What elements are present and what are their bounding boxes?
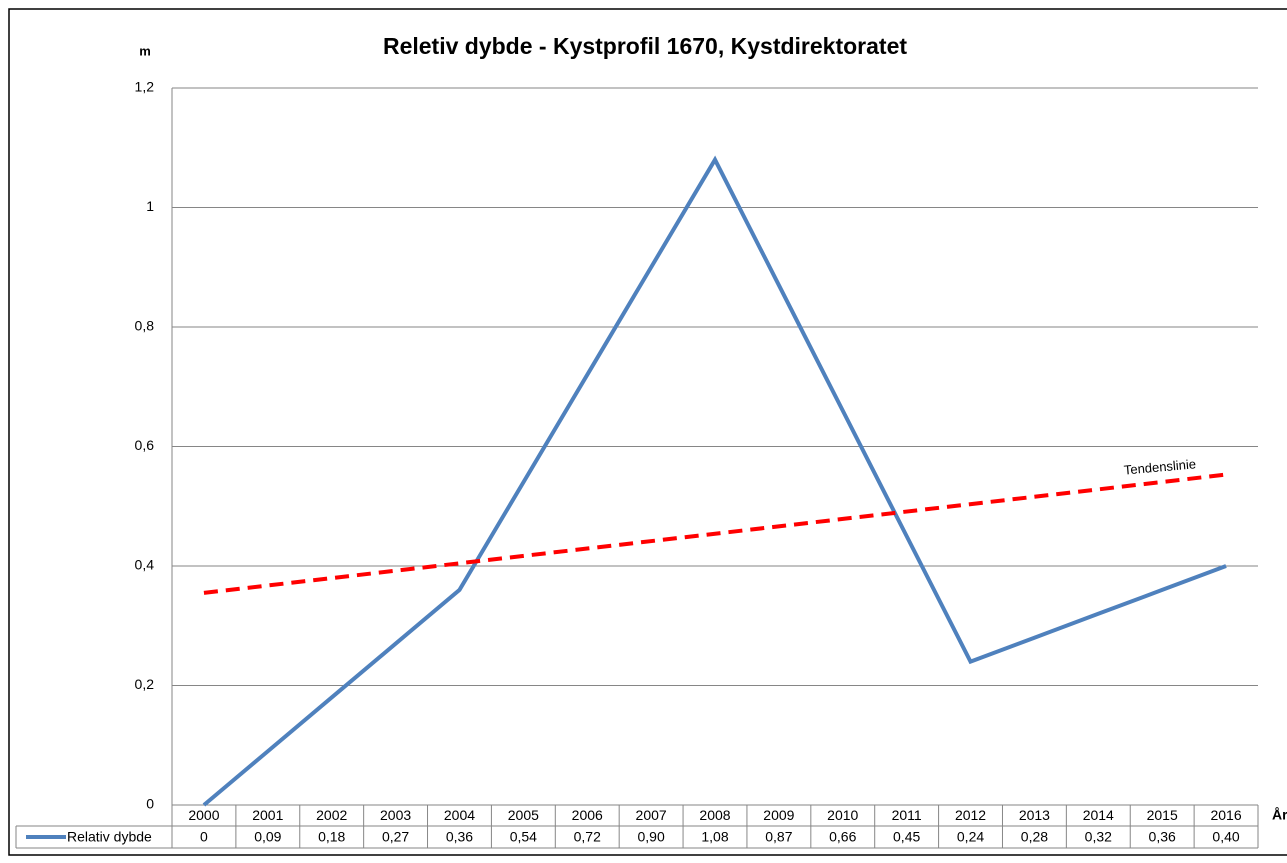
x-tick-label: 2002	[316, 807, 347, 823]
x-tick-label: 2005	[508, 807, 539, 823]
y-tick-label: 0	[146, 796, 154, 812]
x-tick-label: 2012	[955, 807, 986, 823]
data-label: 0,24	[957, 829, 984, 845]
x-tick-label: 2003	[380, 807, 411, 823]
x-tick-label: 2011	[892, 807, 922, 823]
data-label: 0,36	[446, 829, 473, 845]
x-tick-label: 2014	[1083, 807, 1114, 823]
trendline-label: Tendenslinie	[1123, 456, 1196, 477]
data-label: 0,45	[893, 829, 920, 845]
data-label: 0,87	[765, 829, 792, 845]
x-tick-label: 2016	[1210, 807, 1241, 823]
data-label: 0,18	[318, 829, 345, 845]
x-tick-label: 2015	[1147, 807, 1178, 823]
x-tick-label: 2006	[572, 807, 603, 823]
legend-label: Relativ dybde	[67, 829, 152, 845]
data-label: 0,36	[1149, 829, 1176, 845]
x-tick-label: 2009	[763, 807, 794, 823]
data-label: 1,08	[701, 829, 728, 845]
y-tick-label: 0,4	[135, 557, 155, 573]
y-tick-label: 0,2	[135, 676, 155, 692]
data-label: 0,28	[1021, 829, 1048, 845]
y-axis-label: m	[139, 43, 151, 58]
x-tick-label: 2013	[1019, 807, 1050, 823]
x-tick-label: 2001	[252, 807, 283, 823]
y-tick-label: 0,8	[135, 318, 155, 334]
x-axis-label: År	[1272, 807, 1287, 823]
trendline	[203, 472, 1227, 595]
chart-border	[8, 8, 1287, 856]
y-tick-label: 1,2	[135, 79, 155, 95]
y-tick-label: 0,6	[135, 437, 155, 453]
x-tick-label: 2010	[827, 807, 858, 823]
chart-title: Reletiv dybde - Kystprofil 1670, Kystdir…	[383, 33, 907, 59]
x-tick-label: 2000	[188, 807, 219, 823]
data-label: 0,09	[254, 829, 281, 845]
y-tick-label: 1	[146, 198, 154, 214]
data-label: 0,66	[829, 829, 856, 845]
data-label: 0,90	[637, 829, 664, 845]
data-line	[202, 155, 1227, 807]
data-label: 0,72	[574, 829, 601, 845]
x-tick-label: 2004	[444, 807, 475, 823]
x-tick-label: 2008	[699, 807, 730, 823]
data-label: 0,27	[382, 829, 409, 845]
data-label: 0,32	[1085, 829, 1112, 845]
data-label: 0	[200, 829, 208, 845]
x-tick-label: 2007	[636, 807, 667, 823]
data-label: 0,40	[1212, 829, 1239, 845]
data-label: 0,54	[510, 829, 537, 845]
